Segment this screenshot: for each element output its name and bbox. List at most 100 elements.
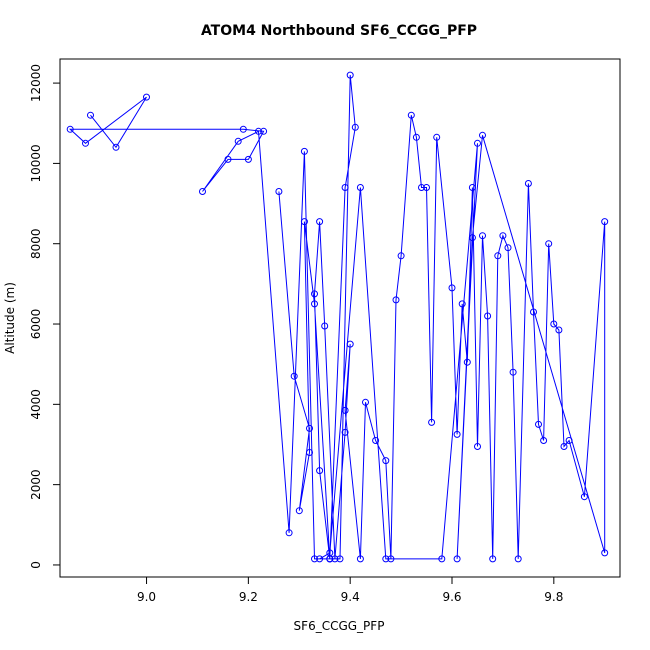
x-axis: 9.0 9.2 9.4 9.6 9.8 — [137, 576, 563, 604]
x-tick-label: 9.6 — [442, 590, 461, 604]
data-point — [382, 457, 390, 465]
data-point — [316, 467, 324, 475]
data-point — [321, 322, 329, 330]
data-point — [346, 340, 354, 348]
data-point — [311, 290, 318, 298]
data-point — [260, 127, 268, 135]
data-point — [295, 507, 303, 515]
data-point — [306, 424, 313, 432]
data-point — [112, 143, 120, 151]
x-axis-label: SF6_CCGG_PFP — [294, 619, 385, 633]
data-point — [255, 127, 262, 135]
y-tick-label: 12000 — [29, 64, 43, 102]
data-point — [244, 155, 252, 163]
data-point — [387, 555, 395, 563]
data-point — [316, 218, 324, 226]
data-point — [463, 358, 471, 366]
data-point — [540, 437, 548, 444]
y-tick-label: 8000 — [29, 228, 43, 259]
data-point — [433, 133, 441, 141]
data-point — [311, 555, 318, 563]
series-line — [68, 75, 606, 560]
data-point — [535, 420, 542, 428]
data-point — [351, 123, 359, 131]
data-point — [326, 555, 334, 563]
data-point — [509, 368, 517, 376]
data-point — [530, 308, 537, 316]
data-point — [524, 180, 532, 187]
data-point — [484, 312, 492, 320]
data-point — [458, 300, 466, 308]
data-point — [341, 184, 349, 191]
data-point — [356, 184, 364, 191]
data-point — [479, 131, 486, 139]
data-point — [453, 555, 461, 563]
data-point — [504, 244, 512, 252]
data-point — [311, 300, 318, 308]
data-point — [412, 133, 420, 141]
data-point — [601, 549, 609, 557]
data-point — [372, 437, 380, 444]
data-point — [346, 71, 354, 79]
data-point — [474, 139, 481, 147]
data-point — [468, 234, 476, 242]
series-layer — [66, 71, 609, 563]
data-point — [514, 555, 522, 563]
data-point — [448, 284, 456, 292]
x-tick-label: 9.8 — [544, 590, 563, 604]
data-point — [234, 137, 242, 145]
data-point — [565, 437, 573, 444]
data-point — [580, 493, 588, 501]
data-point — [479, 232, 486, 240]
x-tick-label: 9.4 — [341, 590, 360, 604]
x-tick-label: 9.2 — [239, 590, 258, 604]
y-tick-label: 4000 — [29, 389, 43, 420]
data-point — [428, 418, 436, 426]
data-point — [560, 443, 568, 450]
data-point — [407, 111, 415, 119]
data-point — [418, 184, 425, 191]
data-point — [199, 188, 206, 195]
data-point — [489, 555, 497, 563]
data-point — [300, 218, 308, 226]
data-point — [336, 555, 344, 563]
y-tick-label: 0 — [29, 561, 43, 569]
data-point — [143, 93, 150, 101]
data-point — [545, 240, 553, 248]
data-point — [362, 398, 369, 406]
y-tick-label: 10000 — [29, 144, 43, 182]
data-point — [87, 111, 94, 119]
data-point — [397, 252, 405, 260]
data-point — [275, 188, 283, 195]
data-point — [356, 555, 364, 563]
data-point — [438, 555, 446, 563]
chart-title: ATOM4 Northbound SF6_CCGG_PFP — [201, 23, 477, 39]
data-point — [468, 184, 476, 191]
x-tick-label: 9.0 — [137, 590, 156, 604]
data-point — [550, 320, 558, 328]
y-tick-label: 2000 — [29, 469, 43, 500]
data-point — [66, 125, 74, 133]
data-point — [285, 529, 293, 537]
data-point — [341, 406, 349, 414]
data-point — [392, 296, 400, 304]
data-point — [499, 232, 507, 240]
data-point — [601, 218, 609, 226]
data-point — [316, 555, 324, 563]
data-point — [239, 125, 247, 133]
data-point — [382, 555, 390, 563]
data-point — [290, 372, 298, 380]
data-point — [423, 184, 430, 191]
data-point — [306, 449, 313, 456]
data-point — [331, 555, 339, 563]
data-point — [300, 147, 308, 155]
data-point — [494, 252, 502, 260]
data-point — [453, 430, 461, 438]
data-point — [474, 443, 481, 450]
y-tick-label: 6000 — [29, 309, 43, 340]
data-point — [82, 139, 89, 147]
y-axis-label: Altitude (m) — [3, 282, 17, 354]
data-point — [224, 155, 232, 163]
data-point — [555, 326, 563, 334]
